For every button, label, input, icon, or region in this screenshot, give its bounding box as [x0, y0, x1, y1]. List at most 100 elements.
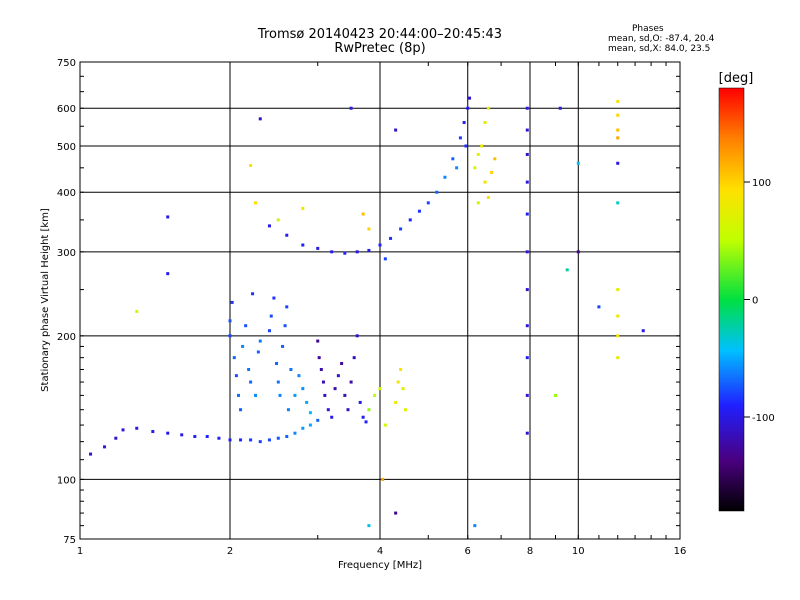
data-point — [166, 215, 170, 219]
data-point — [239, 408, 243, 412]
data-point — [466, 106, 470, 110]
data-point — [346, 408, 350, 412]
data-point — [361, 212, 365, 216]
data-point — [258, 440, 262, 444]
data-point — [244, 324, 248, 328]
x-tick-label: 1 — [77, 546, 83, 557]
data-point — [114, 436, 118, 440]
data-point — [476, 201, 480, 205]
x-tick-label: 4 — [377, 546, 383, 557]
colorbar-tick-label: -100 — [752, 413, 775, 424]
data-point — [576, 250, 580, 254]
data-point — [364, 420, 368, 424]
y-axis-label: Stationary phase Virtual Height [km] — [40, 208, 51, 392]
data-point — [276, 436, 280, 440]
data-point — [289, 367, 293, 371]
data-point — [241, 344, 245, 348]
data-point — [249, 438, 253, 442]
data-point — [286, 408, 290, 412]
data-point — [297, 374, 301, 378]
data-point — [234, 374, 238, 378]
data-point — [239, 438, 243, 442]
data-point — [135, 426, 139, 430]
data-point — [641, 329, 645, 333]
data-point — [525, 106, 529, 110]
data-point — [301, 206, 305, 210]
data-point — [367, 248, 371, 252]
x-axis-label: Frequency [MHz] — [338, 560, 422, 571]
data-point — [343, 393, 347, 397]
y-tick-label: 750 — [57, 58, 76, 69]
data-point — [417, 209, 421, 213]
data-point — [525, 180, 529, 184]
data-point — [525, 128, 529, 132]
data-point — [401, 387, 405, 391]
data-point — [443, 175, 447, 179]
data-point — [321, 380, 325, 384]
data-point — [316, 339, 320, 343]
data-point — [301, 243, 305, 247]
data-point — [525, 393, 529, 397]
data-point — [389, 236, 393, 240]
data-point — [616, 128, 620, 132]
data-point — [483, 121, 487, 125]
data-point — [616, 99, 620, 103]
data-point — [616, 288, 620, 292]
data-point — [330, 250, 334, 254]
data-point — [285, 305, 289, 309]
data-point — [396, 380, 400, 384]
data-point — [317, 356, 321, 360]
chart-title-line1: Tromsø 20140423 20:44:00–20:45:43 — [257, 27, 503, 42]
data-point — [267, 329, 271, 333]
x-tick-label: 6 — [465, 546, 471, 557]
data-point — [308, 423, 312, 427]
data-point — [258, 117, 262, 121]
data-point — [293, 393, 297, 397]
data-point — [205, 435, 209, 439]
data-point — [399, 227, 403, 231]
data-point — [373, 393, 377, 397]
data-point — [358, 400, 362, 404]
data-point — [316, 246, 320, 250]
data-point — [525, 212, 529, 216]
data-point — [355, 334, 359, 338]
data-point — [349, 380, 353, 384]
data-point — [232, 356, 236, 360]
data-point — [558, 106, 562, 110]
data-point — [483, 180, 487, 184]
data-point — [230, 300, 234, 304]
colorbar-tick-label: 100 — [752, 178, 771, 189]
data-point — [333, 387, 337, 391]
data-point — [276, 380, 280, 384]
data-point — [283, 324, 287, 328]
x-tick-label: 10 — [572, 546, 585, 557]
data-point — [486, 106, 490, 110]
data-point — [394, 511, 398, 515]
data-point — [293, 431, 297, 435]
data-point — [121, 428, 125, 432]
data-point — [426, 201, 430, 205]
data-point — [616, 136, 620, 140]
data-point — [249, 380, 253, 384]
data-point — [616, 356, 620, 360]
chart-title-line2: RwPretec (8p) — [334, 41, 426, 56]
data-point — [89, 452, 93, 456]
colorbar — [718, 87, 745, 512]
data-point — [193, 435, 197, 439]
data-point — [343, 251, 347, 255]
data-point — [285, 233, 289, 237]
data-point — [565, 268, 569, 272]
data-point — [269, 314, 273, 318]
data-point — [576, 161, 580, 165]
data-point — [553, 393, 557, 397]
data-point — [490, 170, 494, 174]
data-point — [336, 374, 340, 378]
data-point — [367, 524, 371, 528]
data-point — [458, 136, 462, 140]
data-point — [616, 334, 620, 338]
data-point — [251, 292, 255, 296]
data-point — [247, 367, 251, 371]
data-point — [166, 431, 170, 435]
data-point — [352, 356, 356, 360]
data-point — [228, 319, 232, 323]
